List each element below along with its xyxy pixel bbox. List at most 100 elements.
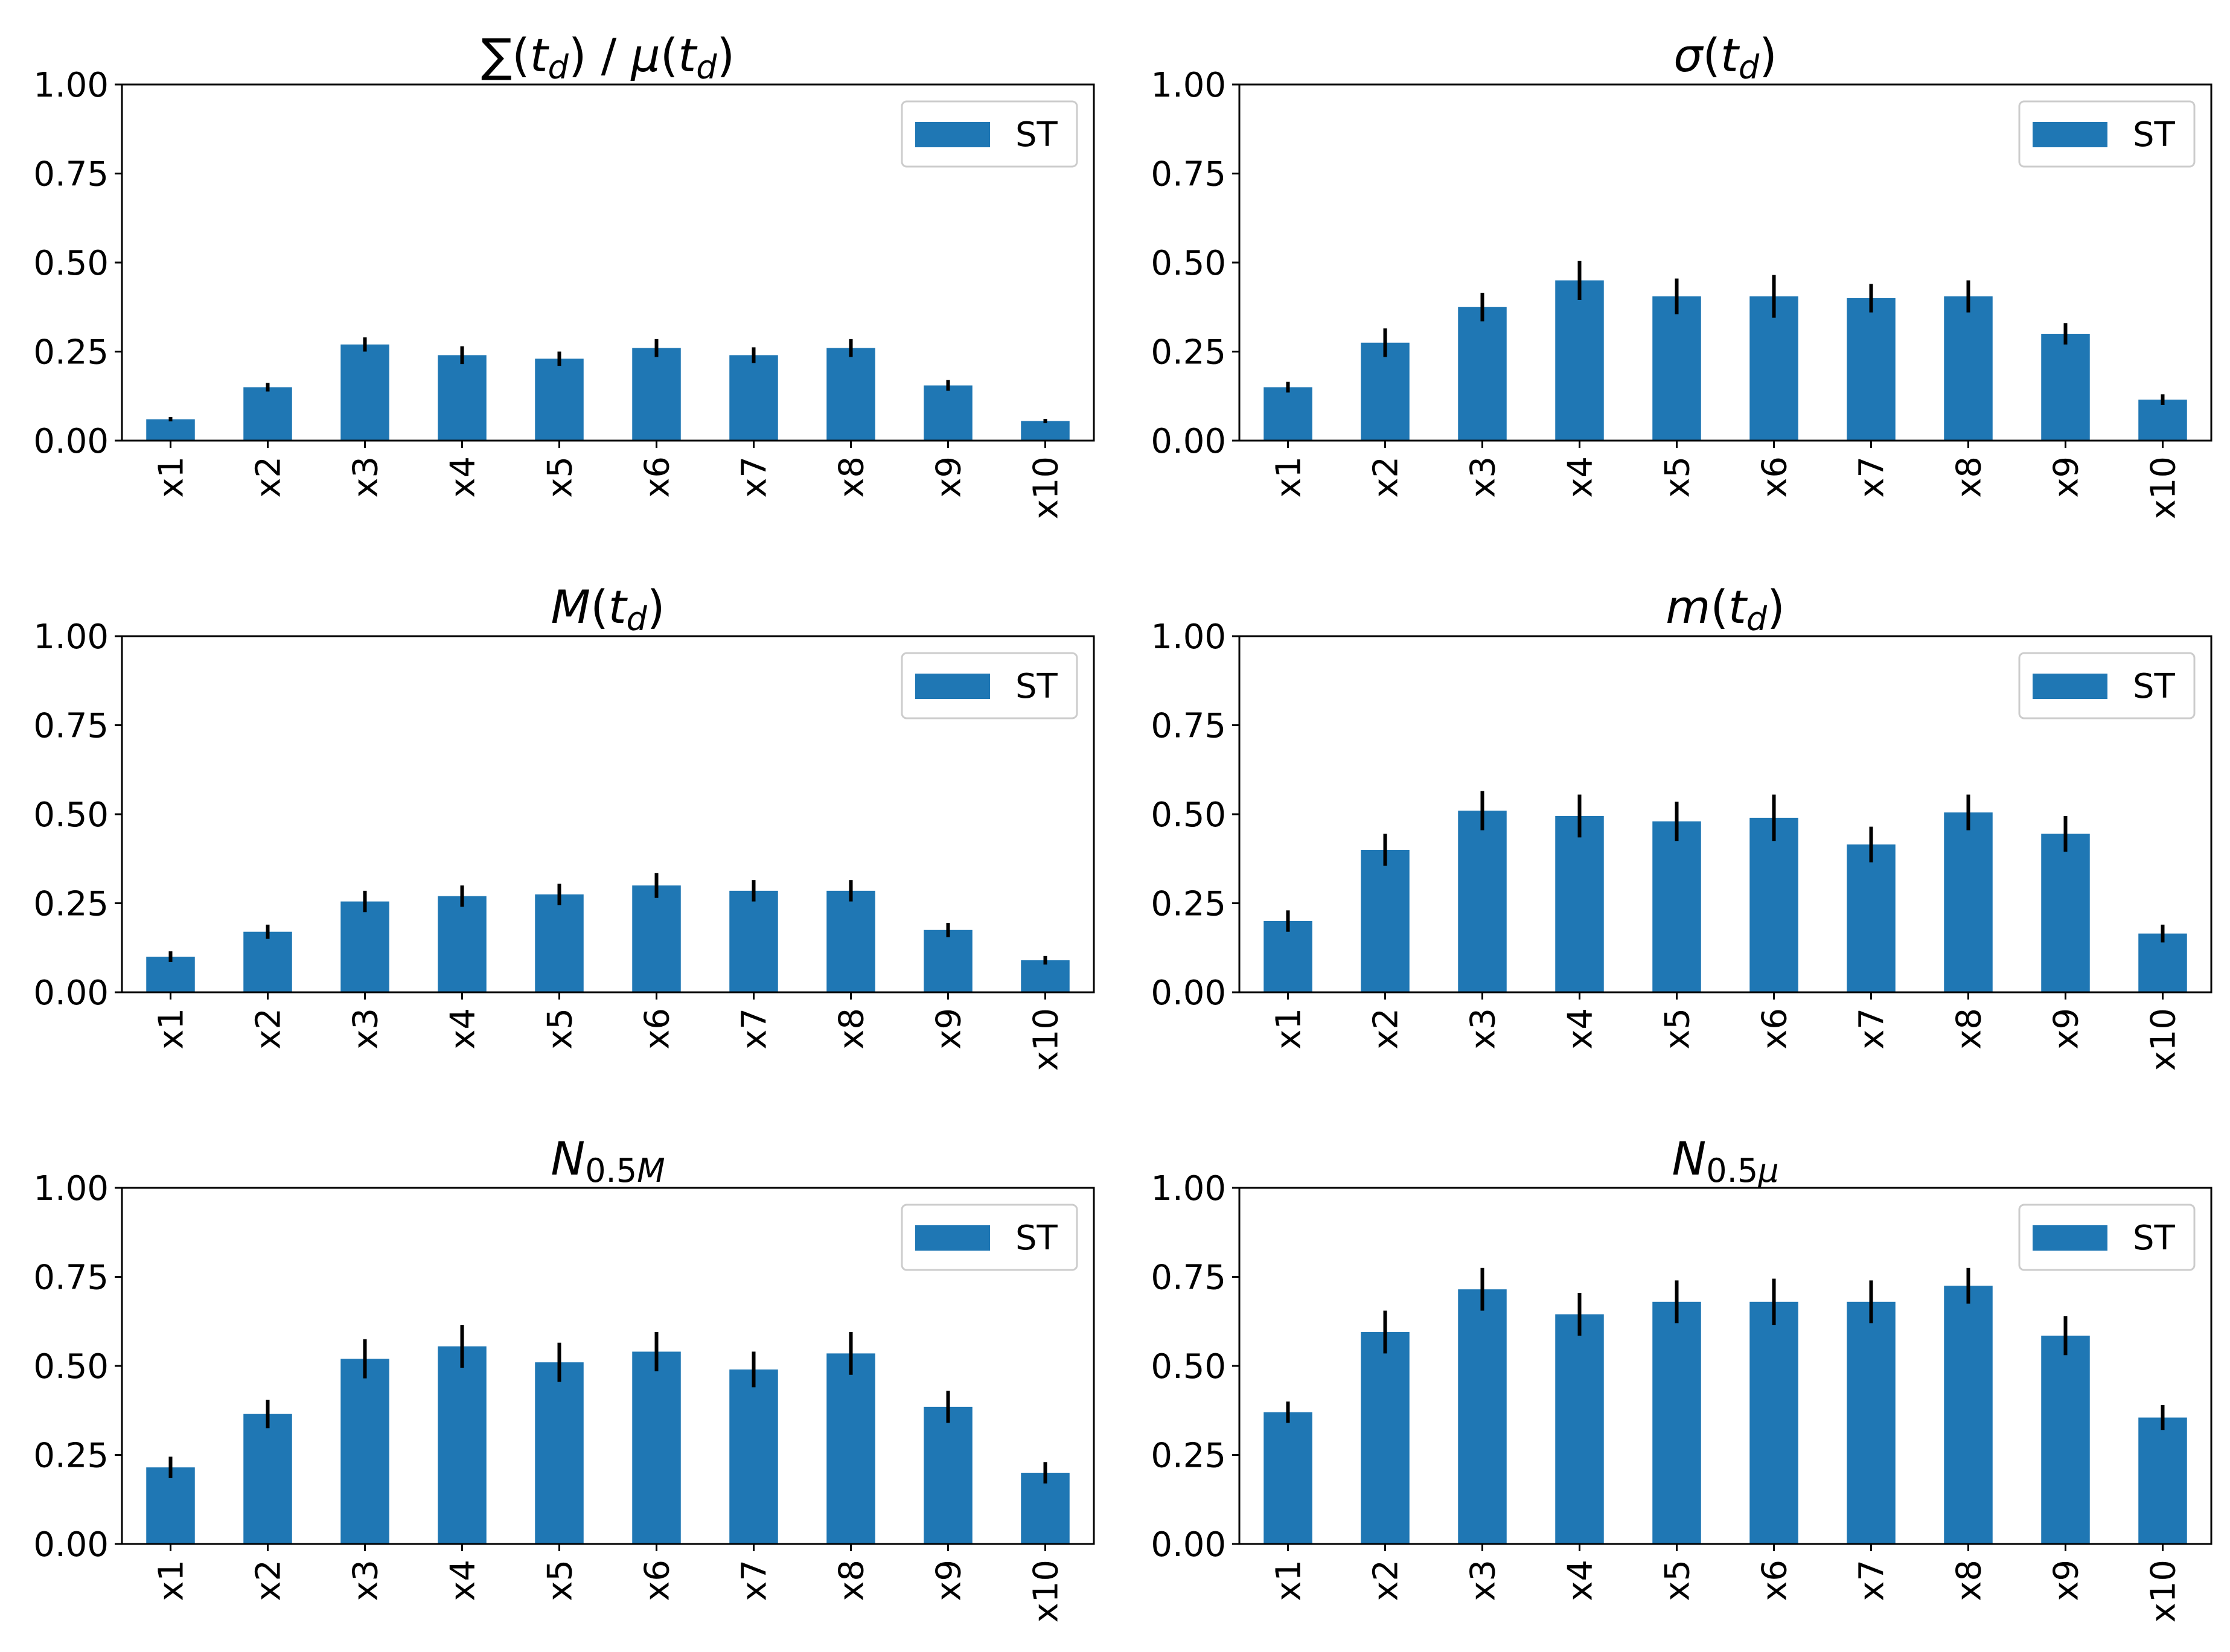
- x-tick-label: x1: [1270, 1008, 1309, 1050]
- y-tick-label: 0.00: [1151, 974, 1226, 1013]
- x-tick-label: x7: [735, 456, 775, 498]
- legend-swatch: [915, 674, 990, 699]
- x-tick-label: x1: [152, 1008, 191, 1050]
- x-tick-label: x3: [1464, 456, 1503, 498]
- legend: ST: [901, 652, 1078, 719]
- x-tick-label: x3: [1464, 1008, 1503, 1050]
- bar-x9: [924, 930, 973, 992]
- y-tick-label: 0.75: [33, 1258, 109, 1298]
- x-tick-label: x8: [832, 1008, 872, 1050]
- bar-x7: [1847, 844, 1896, 992]
- x-tick-label: x5: [1658, 456, 1698, 498]
- y-tick-label: 0.75: [1151, 707, 1226, 746]
- bar-x1: [146, 1467, 195, 1544]
- x-tick-label: x10: [2144, 1560, 2184, 1622]
- y-tick-label: 0.50: [1151, 244, 1226, 283]
- x-tick-label: x1: [152, 1560, 191, 1601]
- bar-x2: [243, 931, 292, 992]
- legend-swatch: [915, 122, 990, 147]
- legend-label: ST: [1015, 667, 1058, 706]
- x-tick-label: x6: [638, 1560, 677, 1601]
- legend: ST: [901, 1204, 1078, 1271]
- bar-x1: [1264, 921, 1312, 992]
- y-tick-label: 0.00: [33, 1525, 109, 1564]
- y-tick-label: 1.00: [33, 617, 109, 657]
- bar-x6: [632, 885, 681, 992]
- bar-x9: [2041, 334, 2090, 441]
- bar-x10: [2138, 400, 2187, 441]
- x-tick-label: x10: [1027, 1560, 1066, 1622]
- axes-frame: [121, 635, 1095, 993]
- x-tick-label: x3: [347, 456, 386, 498]
- legend-label: ST: [2133, 667, 2176, 706]
- bar-x9: [924, 385, 973, 441]
- bar-x8: [826, 1353, 875, 1544]
- x-tick-label: x4: [1561, 1560, 1600, 1601]
- bar-x10: [1021, 960, 1070, 992]
- y-tick-label: 0.75: [33, 155, 109, 194]
- legend-swatch: [2033, 122, 2107, 147]
- bar-x4: [1555, 280, 1604, 441]
- x-tick-label: x4: [1561, 1008, 1600, 1050]
- axes-frame: [1238, 1187, 2212, 1545]
- x-tick-label: x2: [1367, 456, 1406, 498]
- x-tick-label: x7: [1853, 456, 1892, 498]
- x-tick-label: x1: [1270, 1560, 1309, 1601]
- x-tick-label: x10: [2144, 456, 2184, 519]
- legend: ST: [901, 100, 1078, 168]
- x-tick-label: x6: [1756, 1560, 1795, 1601]
- bar-x6: [1749, 1301, 1798, 1544]
- y-tick-label: 0.50: [1151, 1347, 1226, 1386]
- x-tick-label: x7: [735, 1008, 775, 1050]
- x-tick-label: x5: [1658, 1560, 1698, 1601]
- legend-label: ST: [2133, 115, 2176, 155]
- x-tick-label: x9: [2047, 456, 2086, 498]
- y-tick-label: 0.25: [33, 333, 109, 372]
- bar-x8: [826, 348, 875, 441]
- bar-x6: [1749, 817, 1798, 992]
- y-tick-label: 1.00: [1151, 617, 1226, 657]
- x-tick-label: x10: [1027, 1008, 1066, 1071]
- y-tick-label: 0.50: [33, 1347, 109, 1386]
- y-tick-label: 0.25: [33, 885, 109, 924]
- bar-x2: [243, 387, 292, 441]
- bar-x7: [1847, 298, 1896, 441]
- y-tick-label: 0.00: [1151, 422, 1226, 461]
- x-tick-label: x3: [347, 1008, 386, 1050]
- bar-x9: [924, 1406, 973, 1544]
- x-tick-label: x7: [1853, 1560, 1892, 1601]
- bar-x10: [2138, 1417, 2187, 1544]
- subplot-4: m(td) x1 x2 x3 x4 x5 x6 x7 x8 x9 x10 0.00 0.25 0.50 0.…: [1151, 580, 2212, 1071]
- y-tick-label: 0.25: [1151, 885, 1226, 924]
- bar-x4: [1555, 1314, 1604, 1544]
- legend: ST: [2018, 1204, 2196, 1271]
- bar-x10: [1021, 1473, 1070, 1544]
- x-tick-label: x2: [249, 456, 289, 498]
- axes-frame: [1238, 83, 2212, 442]
- y-tick-label: 1.00: [33, 1169, 109, 1208]
- bar-x2: [1361, 1331, 1410, 1544]
- y-tick-label: 0.75: [1151, 1258, 1226, 1298]
- y-tick-label: 0.25: [33, 1437, 109, 1476]
- bar-x1: [146, 957, 195, 992]
- legend-label: ST: [2133, 1219, 2176, 1258]
- y-tick-label: 1.00: [33, 66, 109, 105]
- x-tick-label: x9: [2047, 1008, 2086, 1050]
- y-tick-label: 0.75: [33, 707, 109, 746]
- bar-x3: [340, 901, 389, 992]
- subplot-1: ∑(td) / μ(td) x1 x2 x3 x4 x5 x6 x7 x8 x9 x10 0.00 0.…: [33, 28, 1095, 519]
- subplot-title: m(td): [1666, 580, 1784, 638]
- bar-x5: [535, 894, 584, 992]
- subplot-title: N0.5M: [551, 1132, 665, 1190]
- x-tick-label: x2: [1367, 1560, 1406, 1601]
- bar-x7: [1847, 1301, 1896, 1544]
- x-tick-label: x2: [1367, 1008, 1406, 1050]
- bar-x3: [340, 1359, 389, 1544]
- x-tick-label: x3: [1464, 1560, 1503, 1601]
- bar-x10: [1021, 421, 1070, 441]
- subplot-2: σ(td) x1 x2 x3 x4 x5 x6 x7 x8 x9 x10 0.00 0.25 0.50 0.…: [1151, 28, 2212, 519]
- bar-x9: [2041, 834, 2090, 992]
- subplot-title: M(td): [551, 580, 665, 638]
- y-tick-label: 0.50: [33, 796, 109, 835]
- x-tick-label: x9: [930, 1560, 969, 1601]
